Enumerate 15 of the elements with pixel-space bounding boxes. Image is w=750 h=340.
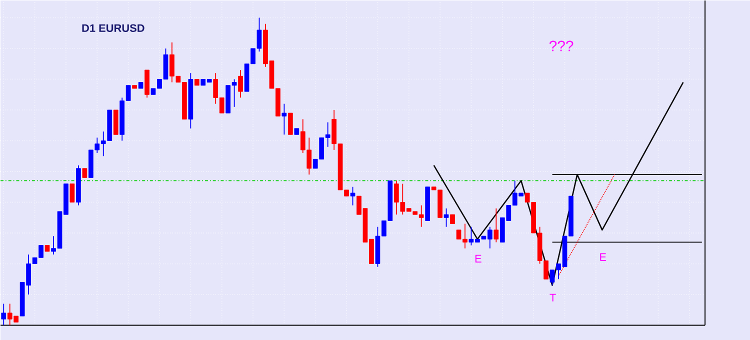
candlestick (288, 112, 293, 135)
candlestick (350, 186, 356, 206)
annotation: E (475, 254, 482, 262)
candlestick (82, 168, 88, 178)
candlestick (450, 214, 455, 224)
annotation: ??? (549, 40, 574, 52)
annotation: T (550, 294, 556, 302)
candlestick (494, 208, 499, 243)
candlestick (70, 183, 75, 203)
candlestick (1, 303, 6, 326)
annotation: E (600, 253, 606, 261)
candlestick (282, 103, 287, 135)
candlestick (238, 69, 243, 98)
candlestick (444, 208, 449, 228)
chart-title: D1 EURUSD (82, 24, 144, 32)
